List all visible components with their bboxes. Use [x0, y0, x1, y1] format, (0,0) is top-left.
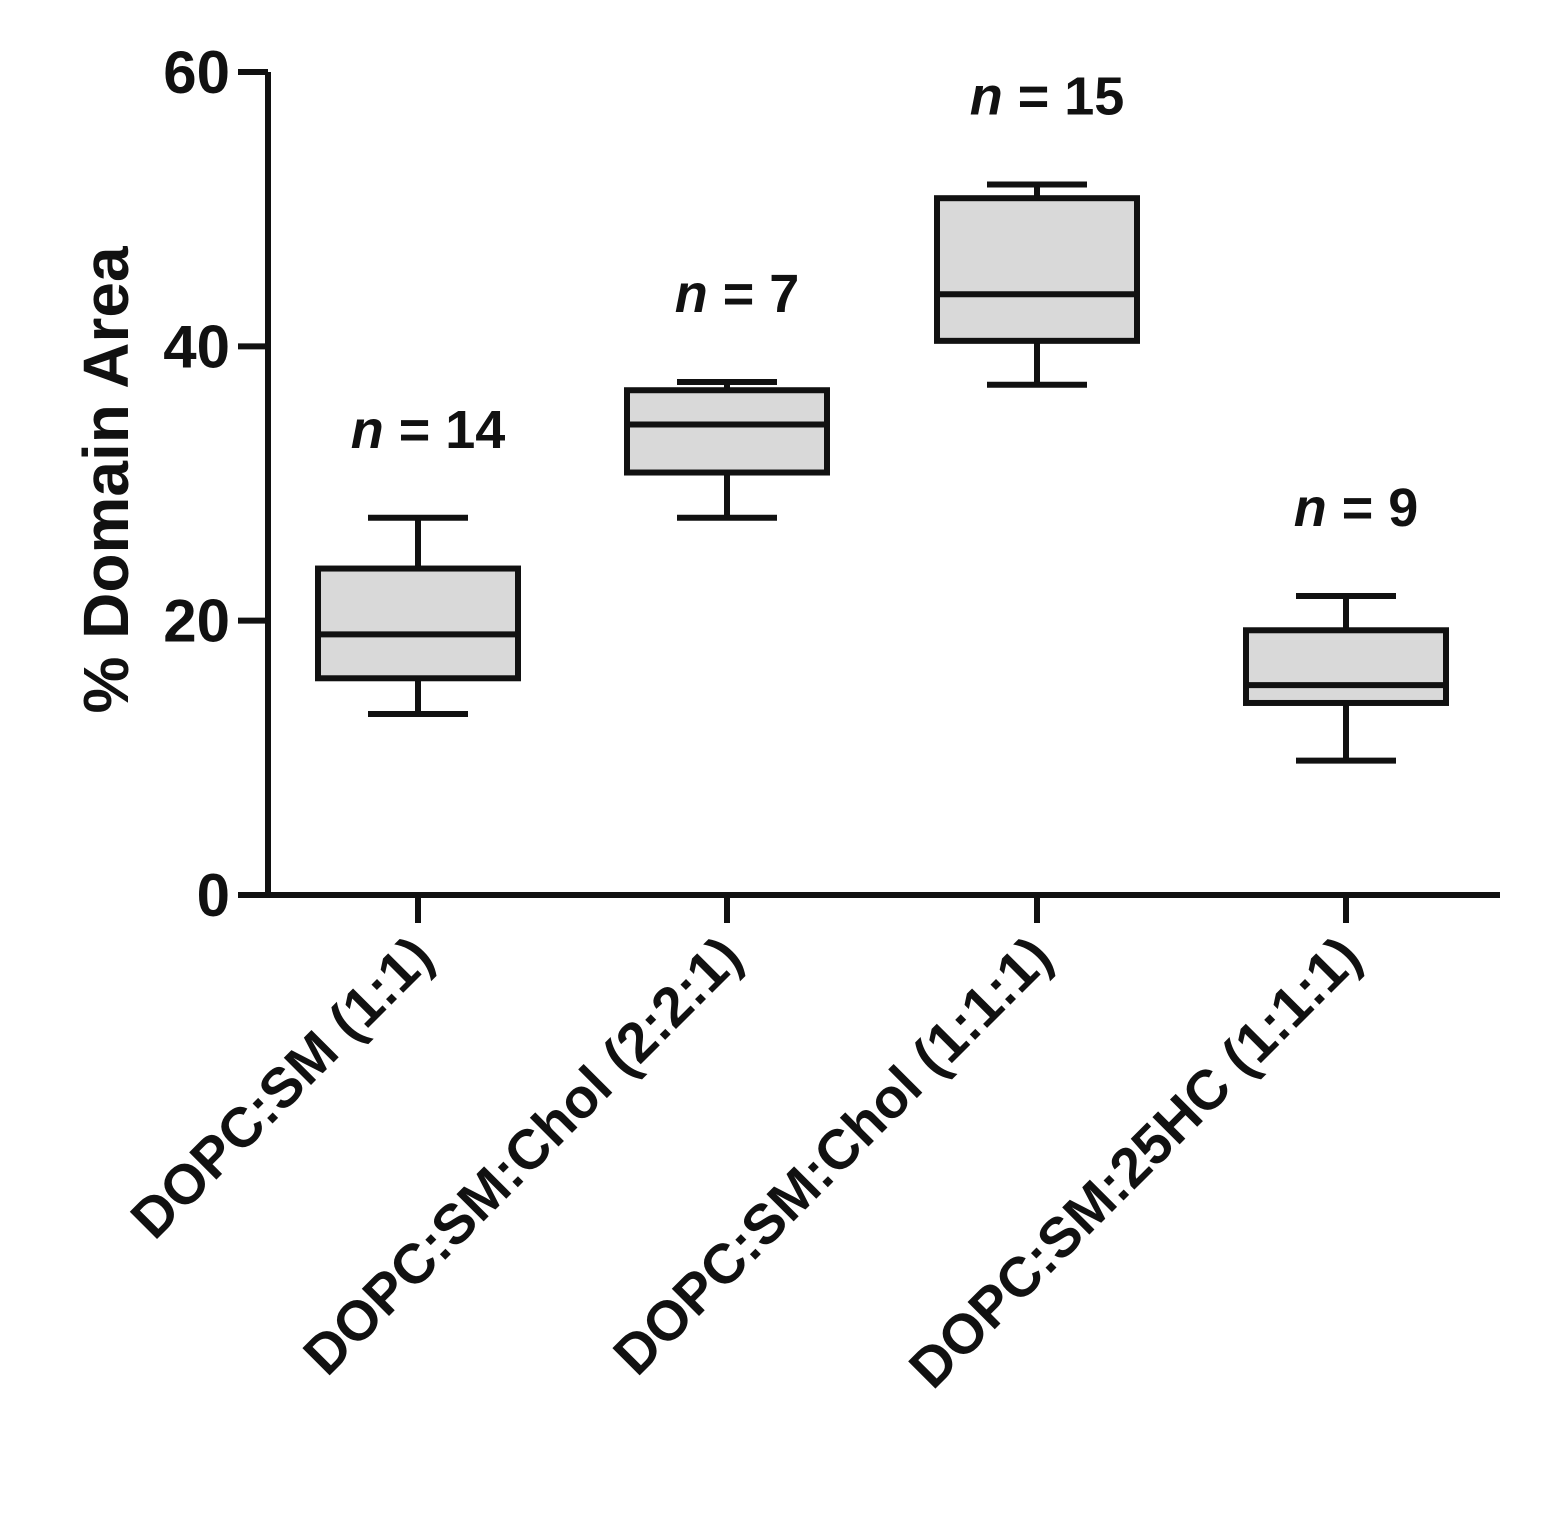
y-axis-title: % Domain Area — [70, 246, 142, 714]
n-symbol: n — [1294, 478, 1327, 538]
iqr-box — [1243, 627, 1449, 706]
box-3 — [934, 181, 1140, 388]
sample-size-label: n = 7 — [675, 264, 800, 324]
n-value: = 7 — [708, 264, 800, 324]
box-1 — [315, 514, 521, 717]
y-tick-label: 0 — [197, 862, 230, 929]
x-category-labels: DOPC:SM (1:1)DOPC:SM:Chol (2:2:1)DOPC:SM… — [118, 924, 1372, 1400]
iqr-box — [934, 195, 1140, 344]
y-tick-label: 60 — [163, 39, 230, 106]
n-symbol: n — [970, 66, 1003, 126]
sample-size-label: n = 15 — [970, 66, 1125, 126]
sample-size-labels: n = 14n = 7n = 15n = 9 — [351, 66, 1419, 538]
box-4 — [1243, 592, 1449, 764]
iqr-box — [624, 387, 830, 476]
n-symbol: n — [351, 400, 384, 460]
sample-size-label: n = 14 — [351, 400, 506, 460]
sample-size-label: n = 9 — [1294, 478, 1419, 538]
box-2 — [624, 378, 830, 521]
n-symbol: n — [675, 264, 708, 324]
n-value: = 15 — [1003, 66, 1125, 126]
axes — [238, 69, 1500, 923]
n-value: = 9 — [1327, 478, 1419, 538]
x-category-label: DOPC:SM (1:1) — [118, 924, 444, 1250]
iqr-box — [315, 565, 521, 682]
boxes — [315, 181, 1449, 764]
y-tick-label: 20 — [163, 588, 230, 655]
n-value: = 14 — [384, 400, 506, 460]
y-tick-labels: 0 20 40 60 — [163, 39, 230, 929]
y-tick-label: 40 — [163, 313, 230, 380]
